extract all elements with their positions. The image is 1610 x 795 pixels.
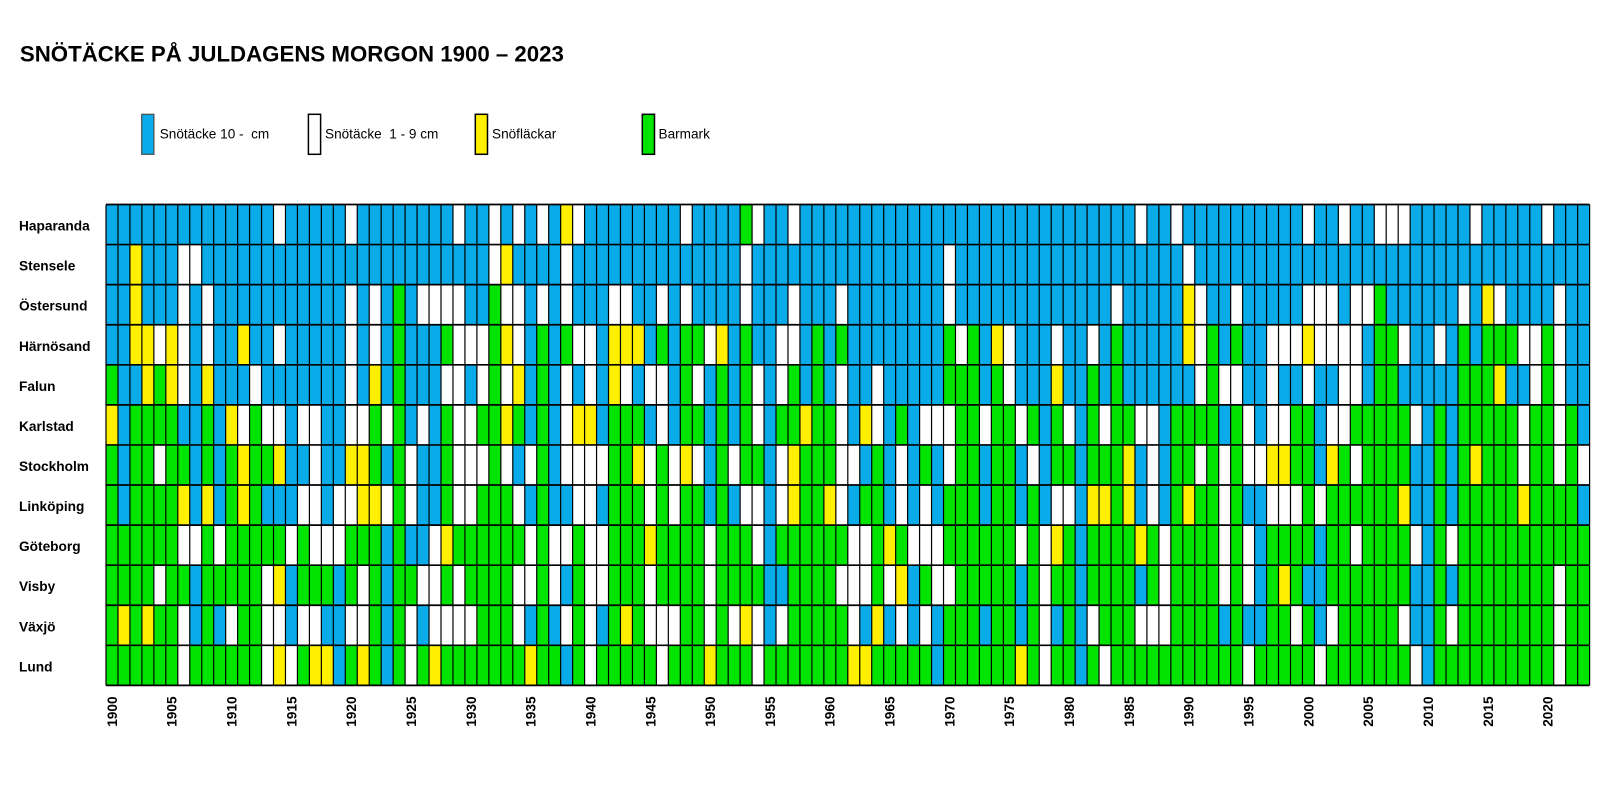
svg-text:1900: 1900 xyxy=(105,696,120,727)
svg-text:1920: 1920 xyxy=(344,696,359,727)
svg-text:Härnösand: Härnösand xyxy=(19,339,91,354)
svg-text:SNÖTÄCKE PÅ JULDAGENS MORGON 1: SNÖTÄCKE PÅ JULDAGENS MORGON 1900 – 2023 xyxy=(20,41,564,67)
svg-text:1985: 1985 xyxy=(1122,696,1137,727)
svg-text:Linköping: Linköping xyxy=(19,499,84,514)
svg-text:1980: 1980 xyxy=(1062,696,1077,727)
svg-text:Lund: Lund xyxy=(19,659,52,674)
svg-text:1905: 1905 xyxy=(165,696,180,727)
svg-text:Falun: Falun xyxy=(19,379,56,394)
svg-text:2005: 2005 xyxy=(1361,696,1376,727)
svg-text:1960: 1960 xyxy=(823,696,838,727)
svg-text:Visby: Visby xyxy=(19,579,56,594)
svg-text:Snöfläckar: Snöfläckar xyxy=(492,127,557,142)
svg-text:Snötäcke 10 - cm: Snötäcke 10 - cm xyxy=(160,127,270,142)
svg-text:1975: 1975 xyxy=(1002,696,1017,727)
svg-text:Snötäcke 1 - 9 cm: Snötäcke 1 - 9 cm xyxy=(325,127,438,142)
svg-text:Östersund: Östersund xyxy=(19,299,87,314)
svg-text:1995: 1995 xyxy=(1242,696,1257,727)
svg-text:1935: 1935 xyxy=(524,696,539,727)
svg-text:2015: 2015 xyxy=(1481,696,1496,727)
svg-text:1970: 1970 xyxy=(942,696,957,727)
svg-text:1910: 1910 xyxy=(225,696,240,727)
svg-text:Haparanda: Haparanda xyxy=(19,219,90,234)
svg-text:1965: 1965 xyxy=(883,696,898,727)
svg-text:2000: 2000 xyxy=(1301,696,1316,727)
svg-text:1990: 1990 xyxy=(1182,696,1197,727)
svg-text:1915: 1915 xyxy=(284,696,299,727)
svg-text:Stockholm: Stockholm xyxy=(19,459,89,474)
svg-text:2010: 2010 xyxy=(1421,696,1436,727)
svg-text:1930: 1930 xyxy=(464,696,479,727)
svg-text:Barmark: Barmark xyxy=(659,127,711,142)
svg-text:2020: 2020 xyxy=(1541,696,1556,727)
svg-text:1950: 1950 xyxy=(703,696,718,727)
svg-text:Stensele: Stensele xyxy=(19,259,76,274)
svg-text:1955: 1955 xyxy=(763,696,778,727)
svg-text:1925: 1925 xyxy=(404,696,419,727)
svg-text:Växjö: Växjö xyxy=(19,619,56,634)
svg-text:1940: 1940 xyxy=(583,696,598,727)
svg-text:Karlstad: Karlstad xyxy=(19,419,74,434)
svg-text:Göteborg: Göteborg xyxy=(19,539,81,554)
svg-text:1945: 1945 xyxy=(643,696,658,727)
